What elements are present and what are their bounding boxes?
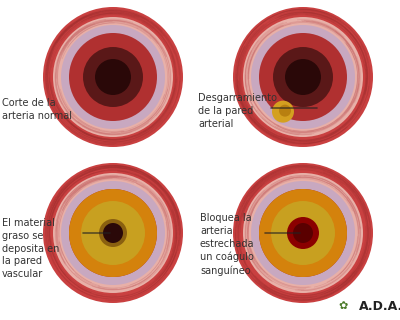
Circle shape	[69, 33, 157, 121]
Circle shape	[53, 173, 173, 293]
Circle shape	[273, 47, 333, 107]
Circle shape	[243, 17, 363, 137]
Circle shape	[251, 25, 355, 129]
Circle shape	[83, 47, 143, 107]
Text: El material
graso se
deposita en
la pared
vascular: El material graso se deposita en la pare…	[2, 218, 59, 279]
Circle shape	[61, 25, 165, 129]
Circle shape	[293, 223, 313, 243]
Circle shape	[259, 189, 347, 277]
Circle shape	[233, 7, 373, 147]
Circle shape	[61, 181, 165, 285]
Circle shape	[99, 219, 127, 247]
Circle shape	[233, 163, 373, 303]
Circle shape	[69, 189, 157, 277]
Circle shape	[69, 189, 157, 277]
Circle shape	[43, 7, 183, 147]
Circle shape	[272, 101, 294, 123]
Text: ✿: ✿	[338, 301, 348, 311]
Circle shape	[81, 201, 145, 265]
Circle shape	[251, 181, 355, 285]
Circle shape	[43, 163, 183, 303]
Circle shape	[271, 201, 335, 265]
Circle shape	[259, 189, 347, 277]
Circle shape	[285, 59, 321, 95]
Text: Bloquea la
arteria
estrechada
un coágulo
sanguíneo: Bloquea la arteria estrechada un coágulo…	[200, 213, 254, 276]
Circle shape	[95, 59, 131, 95]
Text: A.D.A.M.: A.D.A.M.	[359, 300, 400, 313]
Circle shape	[259, 33, 347, 121]
Circle shape	[53, 17, 173, 137]
Circle shape	[287, 217, 319, 249]
Circle shape	[103, 223, 123, 243]
Text: Desgarramiento
de la pared
arterial: Desgarramiento de la pared arterial	[198, 93, 277, 129]
Circle shape	[279, 105, 291, 117]
Circle shape	[243, 173, 363, 293]
Text: Corte de la
arteria normal: Corte de la arteria normal	[2, 98, 72, 121]
